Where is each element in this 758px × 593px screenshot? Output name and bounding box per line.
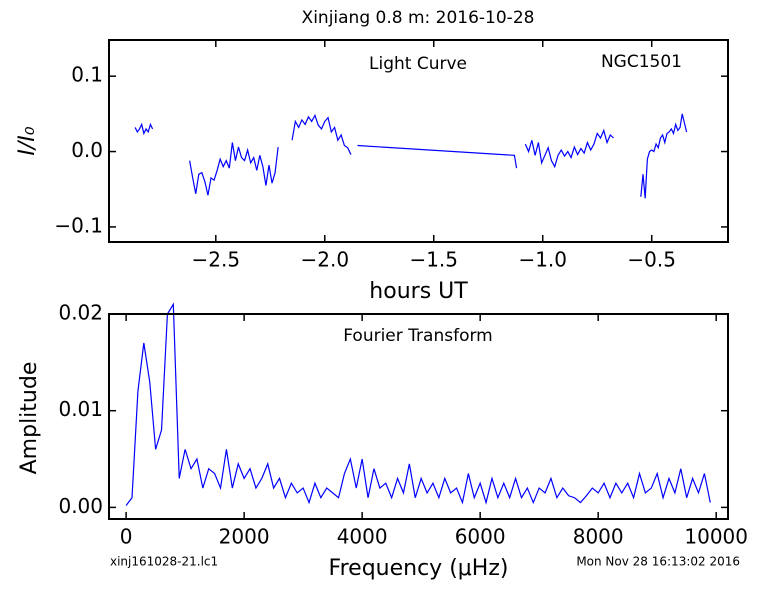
x-tick-label: −1.5 — [409, 248, 458, 272]
y-tick-label: 0.1 — [71, 63, 103, 87]
x-tick-label: 0 — [120, 525, 133, 549]
figure-title: Xinjiang 0.8 m: 2016-10-28 — [302, 8, 535, 28]
y-tick-label: −0.1 — [54, 213, 103, 237]
x-tick-label: −1.0 — [518, 248, 567, 272]
axes-frame — [108, 39, 729, 243]
annotation: Light Curve — [369, 54, 467, 74]
annotation: NGC1501 — [601, 52, 682, 72]
x-axis-label: hours UT — [369, 279, 468, 304]
annotation: Fourier Transform — [343, 326, 492, 346]
x-tick-label: 10000 — [684, 525, 748, 549]
y-axis-label: I/I₀ — [15, 126, 40, 155]
data-line — [134, 113, 688, 199]
y-tick-label: 0.00 — [58, 494, 103, 518]
y-axis-label: Amplitude — [17, 362, 42, 475]
file-label: xinj161028-21.lc1 — [110, 555, 218, 569]
y-tick-label: 0.01 — [58, 397, 103, 421]
y-tick-label: 0.0 — [71, 138, 103, 162]
x-tick-label: −2.0 — [300, 248, 349, 272]
axes-frame — [108, 313, 729, 520]
timestamp: Mon Nov 28 16:13:02 2016 — [576, 555, 740, 569]
x-tick-label: 2000 — [219, 525, 270, 549]
x-tick-label: −2.5 — [192, 248, 241, 272]
x-tick-label: −0.5 — [627, 248, 676, 272]
x-tick-label: 8000 — [573, 525, 624, 549]
x-tick-label: 4000 — [337, 525, 388, 549]
x-axis-label: Frequency (μHz) — [329, 556, 509, 581]
y-tick-label: 0.02 — [58, 301, 103, 325]
x-tick-label: 6000 — [455, 525, 506, 549]
data-line — [125, 302, 711, 506]
